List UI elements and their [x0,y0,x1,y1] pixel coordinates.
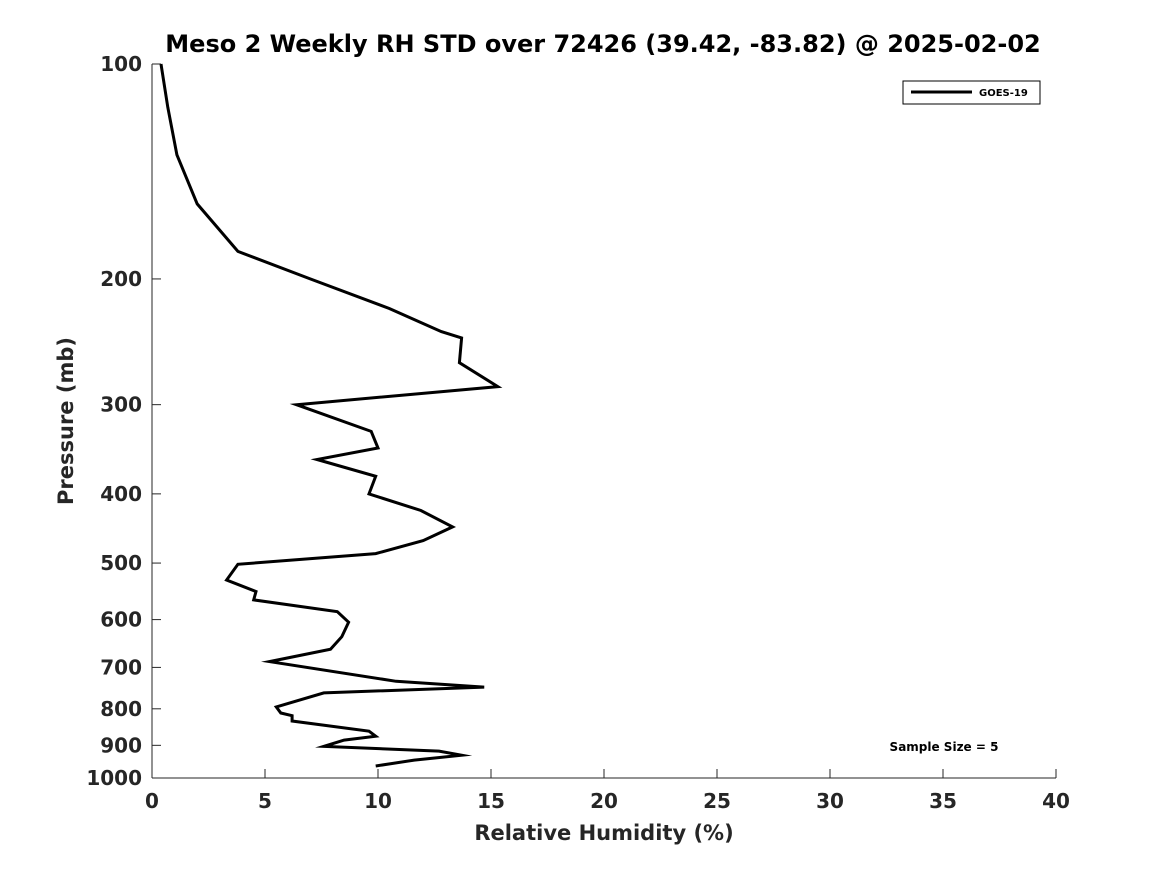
y-tick-label-500: 500 [100,551,142,575]
plot-area [152,64,1056,778]
x-tick-label-35: 35 [929,789,957,813]
x-axis-label: Relative Humidity (%) [474,821,733,845]
series-line-goes-19 [159,63,503,768]
y-tick-label-700: 700 [100,655,142,679]
x-tick-label-20: 20 [590,789,618,813]
axes-background [152,64,1056,778]
chart-title: Meso 2 Weekly RH STD over 72426 (39.42, … [165,30,1040,58]
x-tick-label-0: 0 [145,789,159,813]
x-tick-label-10: 10 [364,789,392,813]
x-tick-label-15: 15 [477,789,505,813]
x-tick-label-30: 30 [816,789,844,813]
legend-entry-goes-19: GOES-19 [979,88,1028,99]
y-tick-label-600: 600 [100,608,142,632]
x-tick-label-25: 25 [703,789,731,813]
y-tick-label-400: 400 [100,482,142,506]
y-tick-label-800: 800 [100,697,142,721]
y-tick-label-1000: 1000 [86,766,142,790]
y-axis-label: Pressure (mb) [54,337,78,505]
y-tick-label-900: 900 [100,733,142,757]
series-layer [159,63,503,768]
x-tick-label-40: 40 [1042,789,1070,813]
axes: 0 5 10 15 20 25 30 35 40 100 200 300 400 500 600 700 800… [86,52,1070,813]
x-tick-label-5: 5 [258,789,272,813]
sample-size-annotation: Sample Size = 5 [890,740,999,754]
y-tick-label-100: 100 [100,52,142,76]
y-tick-label-300: 300 [100,393,142,417]
legend: GOES-19 [902,80,1041,105]
y-tick-label-200: 200 [100,267,142,291]
